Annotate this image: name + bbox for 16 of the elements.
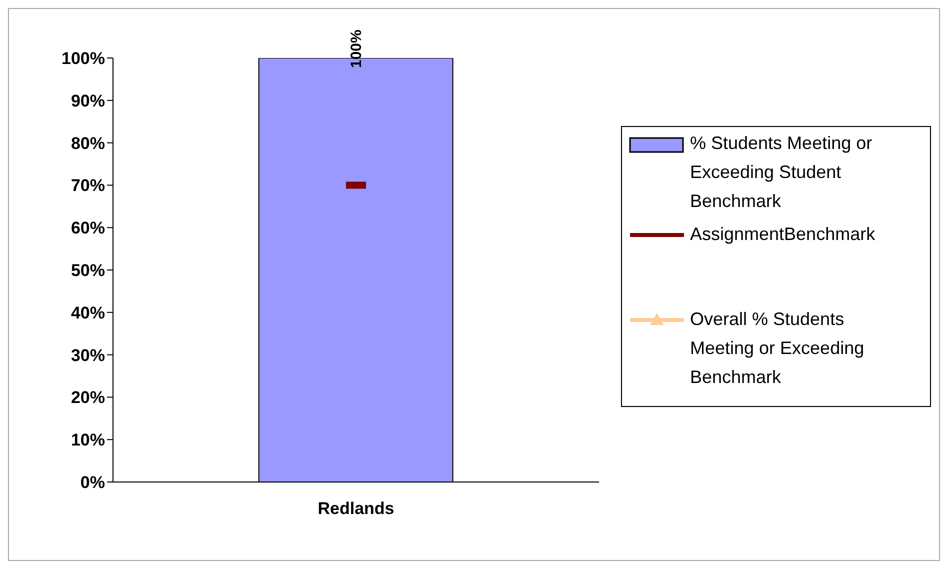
y-tick-label: 20% <box>70 388 105 408</box>
data-label: 100% <box>348 30 365 68</box>
legend-label: % Students Meeting or Exceeding Student Benchmark <box>690 132 874 213</box>
y-tick-label: 100% <box>62 49 105 68</box>
y-tick-label: 50% <box>70 261 105 280</box>
x-tick-label: Redlands <box>318 499 394 518</box>
y-tick-label: 0% <box>80 473 105 492</box>
legend-label: Overall % Students Meeting or Exceeding Benchmark <box>690 308 866 389</box>
y-tick-label: 60% <box>70 218 105 238</box>
legend-label: AssignmentBenchmark <box>690 223 876 246</box>
y-tick-label: 40% <box>70 303 105 322</box>
y-tick-label: 10% <box>70 430 105 450</box>
y-tick-label: 70% <box>70 176 105 196</box>
y-tick-label: 30% <box>70 346 105 365</box>
y-tick-label: 90% <box>70 91 105 110</box>
y-tick-label: 80% <box>70 134 105 153</box>
